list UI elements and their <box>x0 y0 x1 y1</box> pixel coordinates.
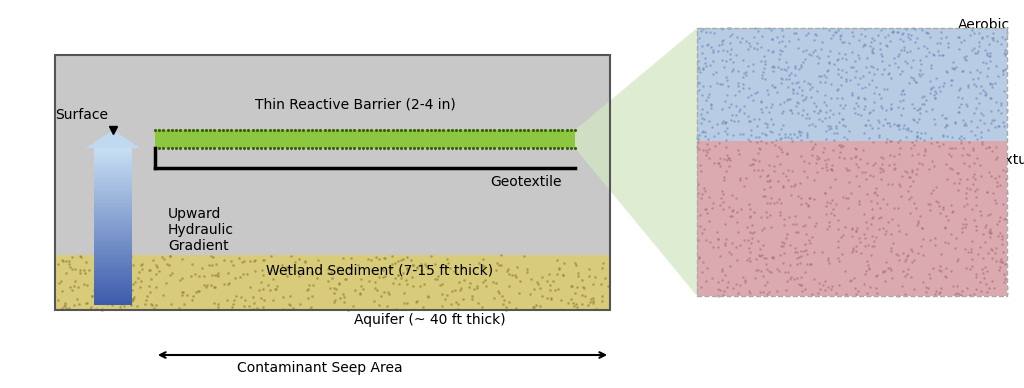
Polygon shape <box>86 130 140 148</box>
Bar <box>94 232 132 234</box>
Bar <box>94 156 132 158</box>
Bar <box>94 169 132 171</box>
Bar <box>94 260 132 263</box>
Text: Sand, GAC, Chitin mixture: Sand, GAC, Chitin mixture <box>860 153 1024 167</box>
Bar <box>94 182 132 185</box>
Bar <box>94 227 132 229</box>
Text: Wetland Sediment (7-15 ft thick): Wetland Sediment (7-15 ft thick) <box>266 263 494 277</box>
Bar <box>155 130 575 148</box>
Bar <box>94 195 132 198</box>
Bar <box>94 151 132 153</box>
Bar <box>94 148 132 151</box>
Bar <box>94 161 132 164</box>
Bar <box>94 302 132 305</box>
Text: Aquifer (~ 40 ft thick): Aquifer (~ 40 ft thick) <box>354 313 506 327</box>
Text: Dual anaerobic WBC-2
and aerobic inoculum on
GAC: Dual anaerobic WBC-2 and aerobic inoculu… <box>760 207 932 253</box>
Bar <box>94 187 132 190</box>
Bar <box>94 200 132 203</box>
Bar <box>94 239 132 242</box>
Bar <box>94 221 132 224</box>
Bar <box>55 55 610 255</box>
Bar <box>94 216 132 219</box>
Bar <box>94 255 132 258</box>
Bar <box>94 158 132 161</box>
Bar <box>94 263 132 266</box>
Bar <box>94 229 132 232</box>
Bar <box>94 297 132 300</box>
Bar <box>94 192 132 195</box>
Bar <box>94 224 132 227</box>
Bar <box>94 274 132 276</box>
Text: Contaminant Seep Area: Contaminant Seep Area <box>238 361 402 375</box>
Bar <box>94 203 132 206</box>
Bar <box>94 289 132 292</box>
Bar <box>94 177 132 179</box>
Bar <box>94 219 132 221</box>
Text: Aerobic: Aerobic <box>957 18 1010 32</box>
Polygon shape <box>575 28 697 296</box>
Text: Geotextile: Geotextile <box>490 175 561 189</box>
Bar <box>94 237 132 239</box>
Bar <box>94 208 132 211</box>
Bar <box>94 266 132 268</box>
Text: Anoxic: Anoxic <box>964 284 1010 298</box>
Bar <box>94 284 132 287</box>
Bar <box>94 271 132 274</box>
Bar <box>697 28 1007 140</box>
Text: Upward
Hydraulic
Gradient: Upward Hydraulic Gradient <box>168 207 234 253</box>
Bar <box>94 174 132 177</box>
Bar <box>94 242 132 245</box>
Bar <box>94 268 132 271</box>
Bar <box>697 140 1007 296</box>
Text: Surface: Surface <box>55 108 108 122</box>
Bar <box>94 258 132 260</box>
Bar <box>55 55 610 310</box>
Bar <box>94 279 132 281</box>
Bar <box>94 292 132 294</box>
Bar <box>94 281 132 284</box>
Bar <box>94 206 132 208</box>
Bar <box>94 287 132 289</box>
Bar <box>94 234 132 237</box>
Bar <box>94 300 132 302</box>
Bar <box>55 255 610 310</box>
Bar <box>94 211 132 213</box>
Bar <box>94 185 132 187</box>
Bar <box>94 153 132 156</box>
Bar <box>94 276 132 279</box>
Bar <box>94 166 132 169</box>
Text: Thin Reactive Barrier (2-4 in): Thin Reactive Barrier (2-4 in) <box>255 98 456 112</box>
Bar <box>94 198 132 200</box>
Bar <box>94 213 132 216</box>
Bar <box>94 253 132 255</box>
Bar <box>94 171 132 174</box>
Bar <box>94 250 132 253</box>
Bar <box>94 294 132 297</box>
Bar <box>94 164 132 166</box>
Bar <box>94 179 132 182</box>
Bar <box>94 190 132 192</box>
Bar <box>94 248 132 250</box>
Bar <box>94 245 132 248</box>
